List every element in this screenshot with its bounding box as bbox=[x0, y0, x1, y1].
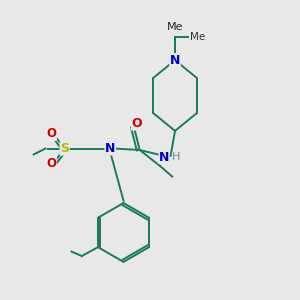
Text: N: N bbox=[170, 54, 180, 67]
Text: Me: Me bbox=[190, 32, 205, 42]
Text: O: O bbox=[46, 157, 56, 170]
Text: H: H bbox=[172, 152, 181, 162]
Text: S: S bbox=[60, 142, 69, 155]
Text: N: N bbox=[105, 142, 116, 155]
Text: O: O bbox=[131, 117, 142, 130]
Text: O: O bbox=[46, 127, 56, 140]
Text: N: N bbox=[159, 151, 169, 164]
Text: Me: Me bbox=[167, 22, 183, 32]
